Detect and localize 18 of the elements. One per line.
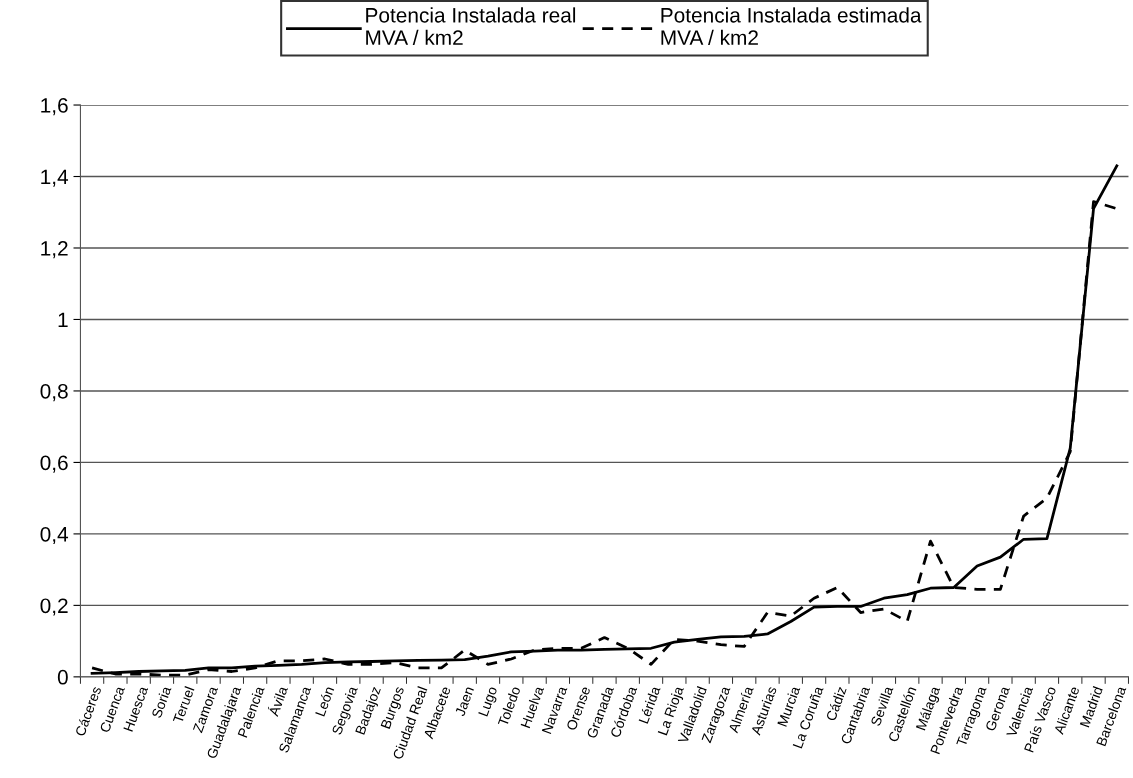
x-tick-label: Murcia — [776, 685, 801, 727]
legend-label: Potencia Instalada estimada MVA / km2 — [661, 7, 922, 46]
x-tick-label: Teruel — [172, 686, 195, 724]
y-tick-label: 1,2 — [41, 240, 68, 259]
y-tick-label: 0,6 — [40, 455, 68, 473]
x-tick-label: Toledo — [497, 685, 521, 727]
y-tick-label: 0 — [57, 669, 68, 685]
x-tick-label: Jaen — [454, 686, 474, 717]
y-tick-label: 1,4 — [41, 169, 69, 187]
x-tick-label: Soria — [151, 685, 172, 719]
y-tick-label: 0,2 — [40, 598, 68, 616]
y-tick-label: 1 — [58, 312, 68, 328]
y-tick-label: 0,4 — [40, 526, 69, 545]
x-tick-label: Lugo — [478, 686, 498, 717]
y-tick-label: 1,6 — [41, 98, 68, 116]
y-tick-label: 0,8 — [40, 383, 68, 402]
legend-label: Potencia Instalada real MVA / km2 — [366, 7, 576, 46]
x-tick-label: León — [314, 685, 335, 717]
